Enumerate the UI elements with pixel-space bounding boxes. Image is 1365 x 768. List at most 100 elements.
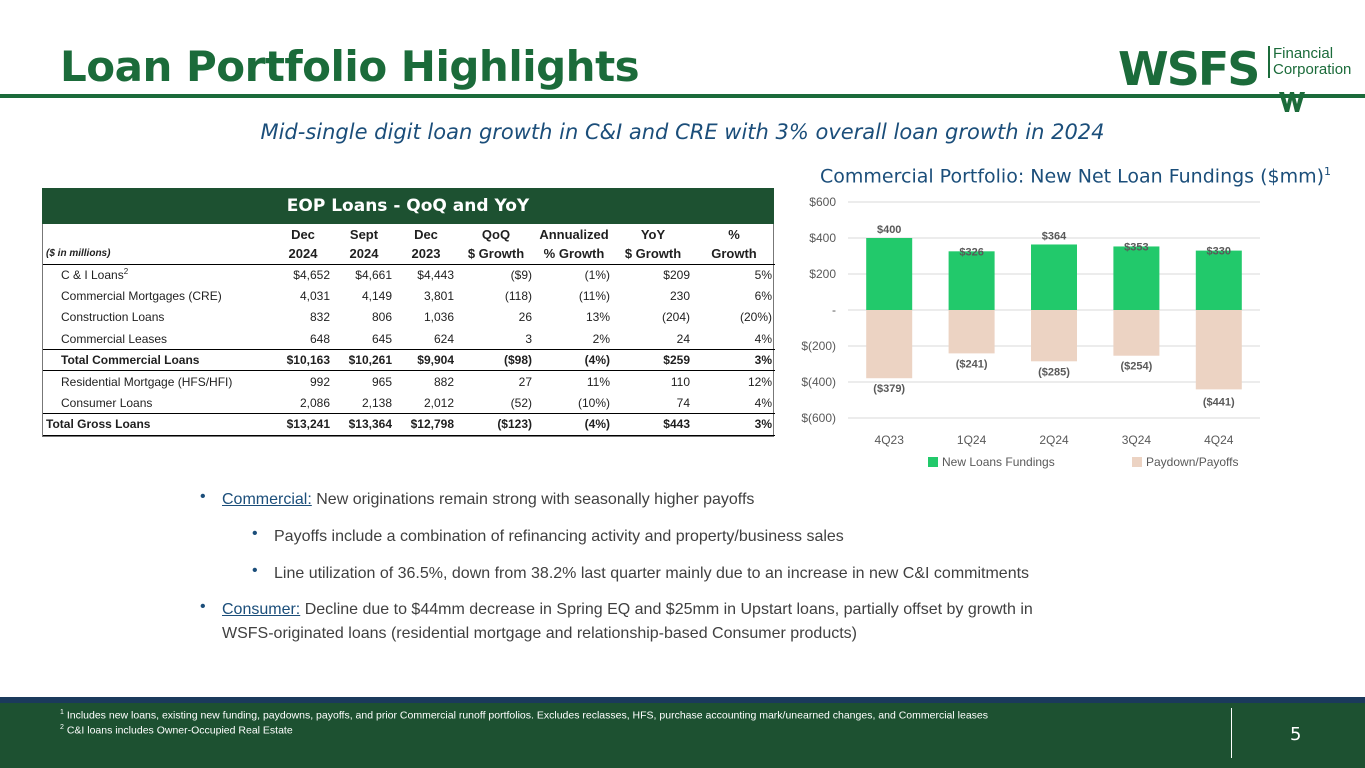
table-cell: 965 — [371, 374, 392, 389]
table-cell: $209 — [663, 267, 690, 282]
fundings-chart: $600 $400 $200 - $(200) $(400) $(600) $400 ($379… — [801, 195, 1260, 469]
table-cell: ($9) — [510, 267, 532, 282]
bar-paydowns — [866, 310, 913, 379]
table-cell: 806 — [371, 310, 392, 325]
bullet-label-commercial: Commercial: — [222, 491, 312, 508]
bullet-text-cont: WSFS-originated loans (residential mortg… — [222, 625, 857, 642]
bar-paydowns — [1195, 310, 1242, 390]
table-cell: 26 — [518, 310, 532, 325]
table-cell: 1,036 — [423, 310, 454, 325]
col-header-bottom: % Growth — [535, 244, 613, 265]
bullet-label-consumer: Consumer: — [222, 601, 301, 618]
table-title: EOP Loans - QoQ and YoY — [42, 188, 774, 224]
footnote-1: 1 Includes new loans, existing new fundi… — [60, 709, 988, 722]
row-label-footnote: 2 — [123, 267, 129, 277]
row-label: Total Gross Loans — [43, 413, 273, 436]
bullet-glyph: • — [200, 488, 206, 505]
table-row: C & I Loans2 $4,652 $4,661 $4,443 ($9) (1%) $2… — [43, 264, 775, 285]
y-tick-label: - — [832, 303, 836, 317]
col-header-top: Annualized — [539, 226, 609, 242]
table-cell: $13,364 — [333, 413, 395, 436]
bullet-text: Decline due to $44mm decrease in Spring … — [300, 601, 1033, 618]
chart-title-text: Commercial Portfolio: New Net Loan Fundi… — [820, 165, 1325, 188]
table-row: Total Commercial Loans $10,163 $10,261 $9,9… — [43, 349, 775, 372]
y-tick-label: $400 — [809, 231, 836, 245]
table-cell: $259 — [613, 349, 693, 372]
table-cell: (52) — [510, 395, 532, 410]
data-label-new-fundings: $364 — [1042, 230, 1067, 242]
table-cell: 3% — [693, 349, 775, 372]
y-tick-label: $600 — [809, 195, 836, 209]
col-header-top: % — [728, 226, 740, 242]
x-tick-label: 4Q23 — [875, 433, 905, 447]
row-label: Residential Mortgage (HFS/HFI) — [61, 374, 233, 389]
y-tick-label: $(200) — [801, 339, 836, 353]
table-cell: $12,798 — [395, 413, 457, 436]
x-tick-label: 4Q24 — [1204, 433, 1234, 447]
data-label-paydowns: ($285) — [1038, 366, 1070, 378]
table-cell: 624 — [433, 331, 454, 346]
bar-new-fundings — [948, 251, 995, 310]
legend-swatch-paydowns — [1132, 457, 1142, 467]
legend-label-new-fundings: New Loans Fundings — [942, 455, 1055, 469]
table-cell: 4% — [754, 331, 772, 346]
table-cell: 832 — [309, 310, 330, 325]
bullet-text: Line utilization of 36.5%, down from 38.… — [274, 565, 1030, 582]
data-label-new-fundings: $400 — [877, 224, 901, 236]
loans-table: Dec Sept Dec QoQ Annualized YoY % ($ in … — [43, 224, 775, 436]
data-label-paydowns: ($379) — [873, 383, 905, 395]
table-cell: ($98) — [457, 349, 535, 372]
table-cell: $10,163 — [273, 349, 333, 372]
table-cell: 4,031 — [299, 289, 330, 304]
col-header-top: Sept — [349, 226, 379, 242]
x-tick-label: 1Q24 — [957, 433, 987, 447]
wsfs-logo: WSFS Financial Corporation — [1118, 42, 1358, 117]
table-row: Consumer Loans 2,086 2,138 2,012 (52) (10%) 74… — [43, 392, 775, 413]
table-cell: 3,801 — [423, 289, 454, 304]
x-tick-label: 2Q24 — [1039, 433, 1069, 447]
table-cell: $4,443 — [417, 267, 454, 282]
table-cell: $4,661 — [355, 267, 392, 282]
footer — [0, 703, 1365, 768]
chart-title-footnote: 1 — [1324, 165, 1332, 178]
table-cell: ($123) — [457, 413, 535, 436]
table-header-row-2: ($ in millions) 2024 2024 2023 $ Growth … — [43, 244, 775, 265]
table-row: Residential Mortgage (HFS/HFI) 992 965 882 2… — [43, 371, 775, 392]
table-row: Commercial Mortgages (CRE) 4,031 4,149 3,80… — [43, 285, 775, 306]
data-label-paydowns: ($241) — [956, 358, 988, 370]
row-label: Total Commercial Loans — [43, 349, 273, 372]
table-cell: 3% — [693, 413, 775, 436]
table-cell: $443 — [613, 413, 693, 436]
footer-accent-bar — [0, 697, 1365, 703]
bar-paydowns — [948, 310, 995, 354]
loans-table-panel: EOP Loans - QoQ and YoY Dec Sept Dec QoQ… — [42, 188, 775, 437]
bar-paydowns — [1031, 310, 1077, 362]
bar-new-fundings — [1031, 244, 1077, 310]
logo-sub-line1: Financial — [1273, 45, 1334, 62]
col-header-bottom: Growth — [693, 244, 775, 265]
col-header-top: QoQ — [481, 226, 511, 242]
footnote-2: 2 C&I loans includes Owner-Occupied Real… — [60, 724, 293, 737]
table-cell: 74 — [676, 395, 690, 410]
table-cell: $10,261 — [333, 349, 395, 372]
y-tick-label: $(400) — [801, 375, 836, 389]
table-cell: 882 — [433, 374, 454, 389]
table-cell: 24 — [676, 331, 690, 346]
col-header-bottom: $ Growth — [613, 244, 693, 265]
y-tick-label: $200 — [809, 267, 836, 281]
bullet-glyph: • — [252, 525, 258, 542]
logo-subtitle: Financial Corporation — [1268, 46, 1351, 78]
table-cell: 3 — [525, 331, 532, 346]
y-tick-label: $(600) — [801, 411, 836, 425]
page-number: 5 — [1290, 724, 1302, 745]
table-cell: 110 — [670, 374, 690, 389]
table-cell: $13,241 — [273, 413, 333, 436]
table-cell: 2,138 — [361, 395, 392, 410]
table-row: Commercial Leases 648 645 624 3 2% 24 4% — [43, 328, 775, 349]
logo-w-icon — [1279, 92, 1305, 112]
table-cell: 2% — [592, 331, 610, 346]
data-label-new-fundings: $330 — [1207, 246, 1231, 258]
table-cell: (1%) — [584, 267, 610, 282]
data-label-paydowns: ($441) — [1203, 396, 1235, 408]
table-cell: 12% — [747, 374, 772, 389]
